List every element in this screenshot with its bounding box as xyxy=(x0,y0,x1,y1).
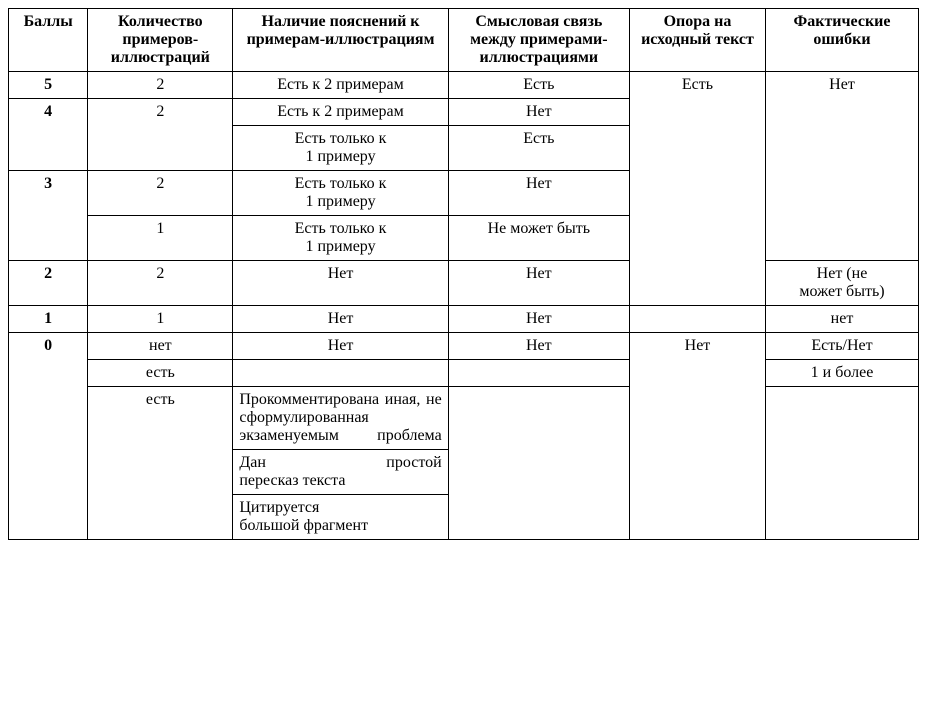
score-0: 0 xyxy=(9,333,88,540)
scoring-table: Баллы Количество примеров-иллюстраций На… xyxy=(8,8,919,540)
header-link: Смысловая связь между примерами-иллюстра… xyxy=(448,9,629,72)
link-4b: Есть xyxy=(448,126,629,171)
row-1: 1 1 Нет Нет нет xyxy=(9,306,919,333)
count-2: 2 xyxy=(88,261,233,306)
explain-0e: Цитируется большой фрагмент xyxy=(233,495,448,540)
explain-3b: Есть только к1 примеру xyxy=(233,216,448,261)
link-3b: Не может быть xyxy=(448,216,629,261)
row-0b: есть 1 и более xyxy=(9,360,919,387)
score-1: 1 xyxy=(9,306,88,333)
explain-3a: Есть только к1 примеру xyxy=(233,171,448,216)
header-source: Опора на исходный текст xyxy=(629,9,765,72)
err-1: нет xyxy=(765,306,918,333)
err-2: Нет (неможет быть) xyxy=(765,261,918,306)
header-explain: Наличие пояснений к примерам-иллюстрация… xyxy=(233,9,448,72)
link-0b xyxy=(448,360,629,387)
explain-0a: Нет xyxy=(233,333,448,360)
explain-2: Нет xyxy=(233,261,448,306)
link-2: Нет xyxy=(448,261,629,306)
explain-5: Есть к 2 примерам xyxy=(233,72,448,99)
link-0c xyxy=(448,387,629,540)
header-errors: Фактические ошибки xyxy=(765,9,918,72)
source-1 xyxy=(629,306,765,333)
count-0b: есть xyxy=(88,360,233,387)
explain-0c: Прокомментирована иная, не сформулирован… xyxy=(233,387,448,450)
score-2: 2 xyxy=(9,261,88,306)
explain-0b xyxy=(233,360,448,387)
count-4: 2 xyxy=(88,99,233,171)
header-row: Баллы Количество примеров-иллюстраций На… xyxy=(9,9,919,72)
link-0a: Нет xyxy=(448,333,629,360)
link-5: Есть xyxy=(448,72,629,99)
link-4a: Нет xyxy=(448,99,629,126)
header-count: Количество примеров-иллюстраций xyxy=(88,9,233,72)
header-score: Баллы xyxy=(9,9,88,72)
count-0c: есть xyxy=(88,387,233,540)
row-0a: 0 нет Нет Нет Нет Есть/Нет xyxy=(9,333,919,360)
explain-4a: Есть к 2 примерам xyxy=(233,99,448,126)
explain-1: Нет xyxy=(233,306,448,333)
source-0: Нет xyxy=(629,333,765,540)
count-3a: 2 xyxy=(88,171,233,216)
err-5-3: Нет xyxy=(765,72,918,261)
row-2: 2 2 Нет Нет Нет (неможет быть) xyxy=(9,261,919,306)
err-0c xyxy=(765,387,918,540)
explain-0d: Данпростой пересказ текста xyxy=(233,450,448,495)
link-3a: Нет xyxy=(448,171,629,216)
err-0a: Есть/Нет xyxy=(765,333,918,360)
link-1: Нет xyxy=(448,306,629,333)
row-0c: есть Прокомментирована иная, не сформули… xyxy=(9,387,919,450)
count-3b: 1 xyxy=(88,216,233,261)
row-5: 5 2 Есть к 2 примерам Есть Есть Нет xyxy=(9,72,919,99)
score-3: 3 xyxy=(9,171,88,261)
score-5: 5 xyxy=(9,72,88,99)
count-5: 2 xyxy=(88,72,233,99)
err-0b: 1 и более xyxy=(765,360,918,387)
count-1: 1 xyxy=(88,306,233,333)
score-4: 4 xyxy=(9,99,88,171)
explain-4b: Есть только к1 примеру xyxy=(233,126,448,171)
count-0a: нет xyxy=(88,333,233,360)
source-5-2: Есть xyxy=(629,72,765,306)
